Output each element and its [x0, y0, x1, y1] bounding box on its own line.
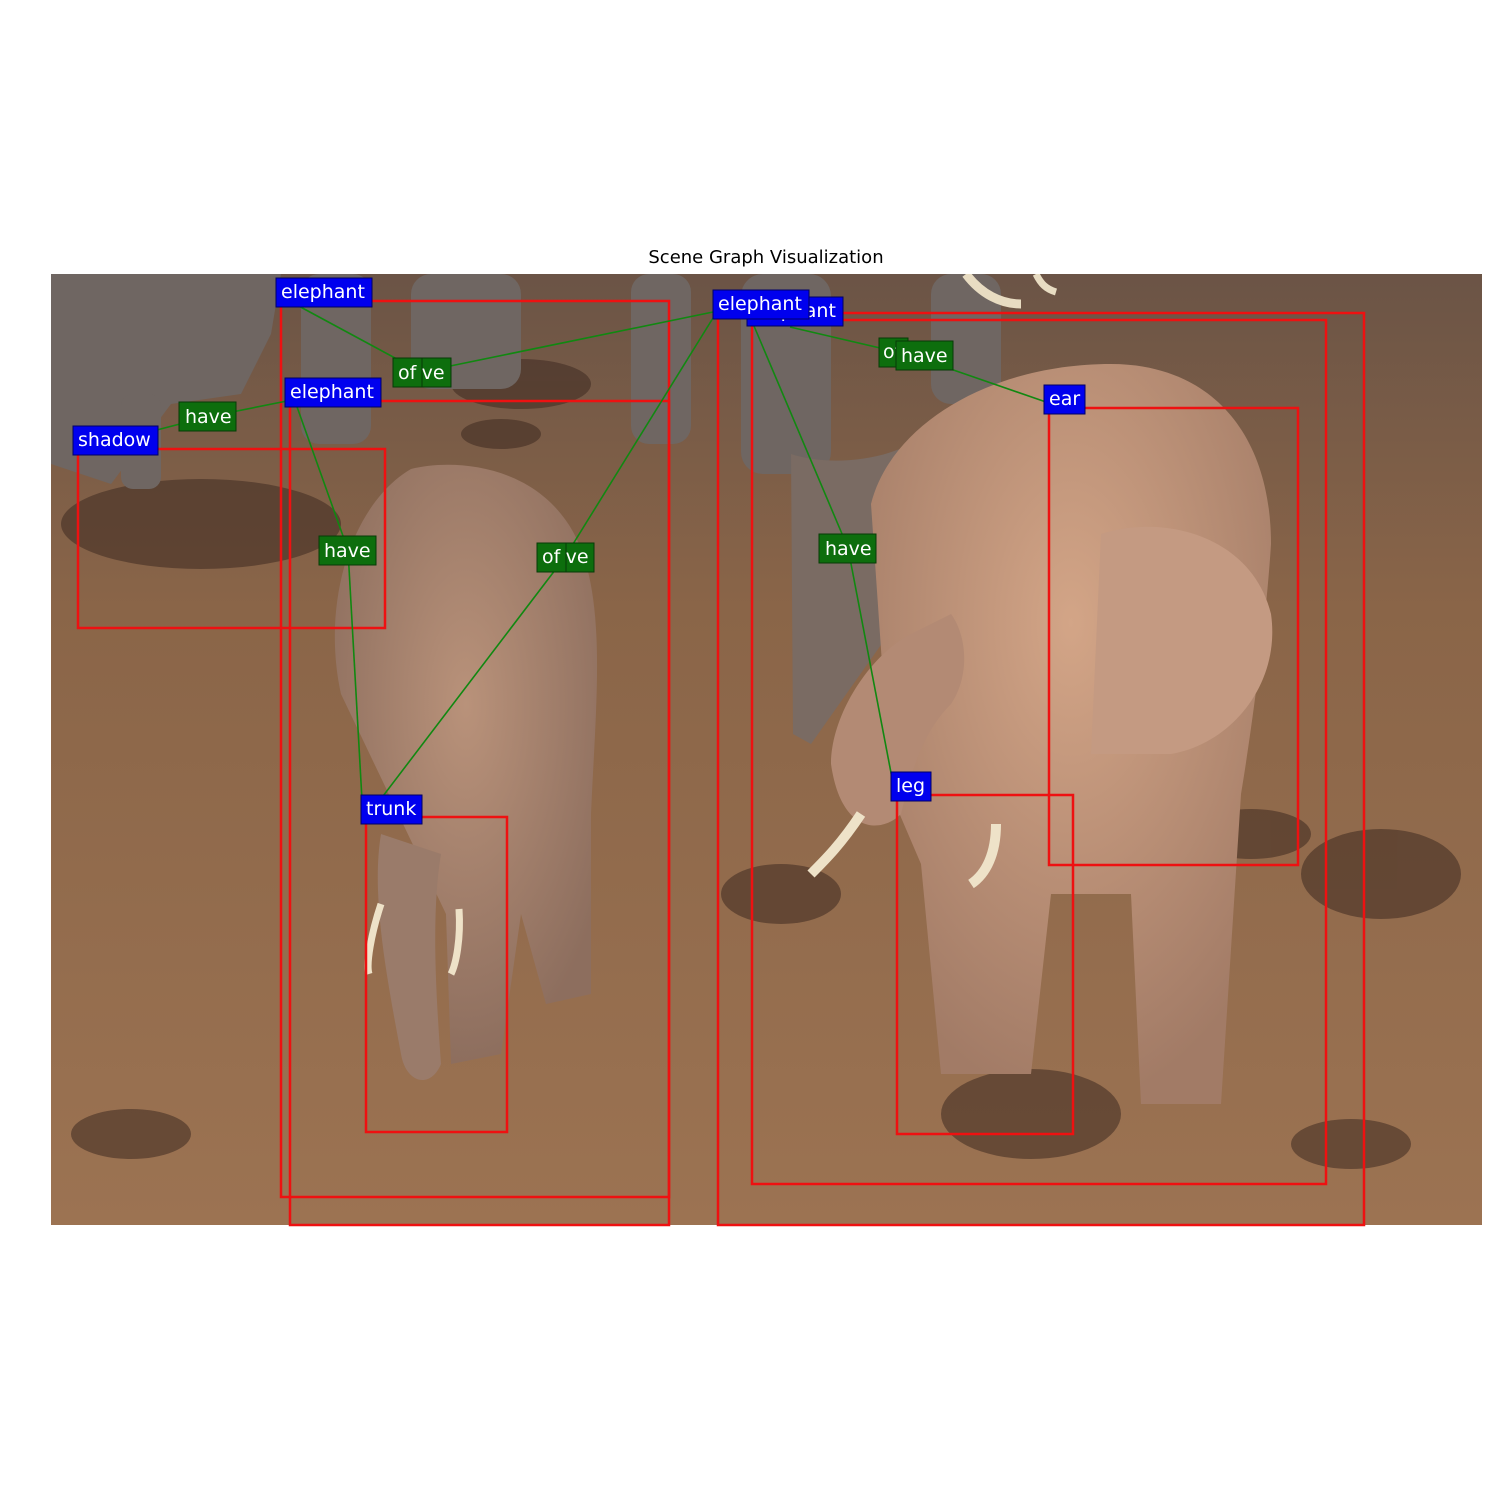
svg-text:leg: leg: [896, 775, 925, 797]
predicate-have: have: [895, 340, 954, 371]
svg-text:elephant: elephant: [290, 381, 374, 403]
svg-text:trunk: trunk: [366, 798, 416, 820]
bbox-elephant-3: [716, 311, 1366, 1227]
object-label-elephant: elephant: [712, 289, 810, 320]
bbox-ear: [1047, 406, 1300, 867]
edge-line: [379, 556, 566, 801]
svg-text:ear: ear: [1049, 388, 1080, 410]
object-label-trunk: trunk: [360, 794, 423, 825]
edge-line: [847, 547, 893, 779]
predicate-have: have: [178, 401, 237, 432]
object-label-elephant: elephant: [275, 277, 373, 308]
predicate-of: of: [392, 357, 423, 388]
svg-text:have: have: [901, 345, 948, 367]
predicate-of: of: [536, 542, 567, 573]
object-label-shadow: shadow: [72, 425, 159, 456]
svg-text:elephant: elephant: [718, 293, 802, 315]
svg-text:have: have: [324, 540, 371, 562]
bbox-elephant-4: [750, 318, 1328, 1186]
svg-text:shadow: shadow: [78, 429, 151, 451]
svg-text:of: of: [398, 362, 418, 384]
figure-title: Scene Graph Visualization: [648, 247, 884, 268]
svg-text:have: have: [185, 406, 232, 428]
edge-line: [420, 311, 714, 373]
object-label-elephant: elephant: [284, 377, 382, 408]
predicate-have: have: [318, 535, 377, 566]
svg-text:of: of: [542, 546, 562, 568]
bbox-elephant-1: [279, 299, 671, 1199]
bbox-shadow: [76, 447, 387, 630]
svg-text:have: have: [825, 538, 872, 560]
predicate-have: have: [818, 533, 877, 564]
svg-text:elephant: elephant: [281, 281, 365, 303]
object-label-ear: ear: [1043, 384, 1086, 415]
edge-line: [564, 317, 714, 558]
bbox-elephant-2: [288, 399, 671, 1227]
bbox-trunk: [364, 815, 509, 1134]
edge-line: [295, 403, 349, 551]
edge-line: [753, 325, 849, 549]
bbox-leg: [895, 793, 1075, 1136]
object-label-leg: leg: [890, 771, 932, 802]
edge-line: [347, 549, 363, 801]
